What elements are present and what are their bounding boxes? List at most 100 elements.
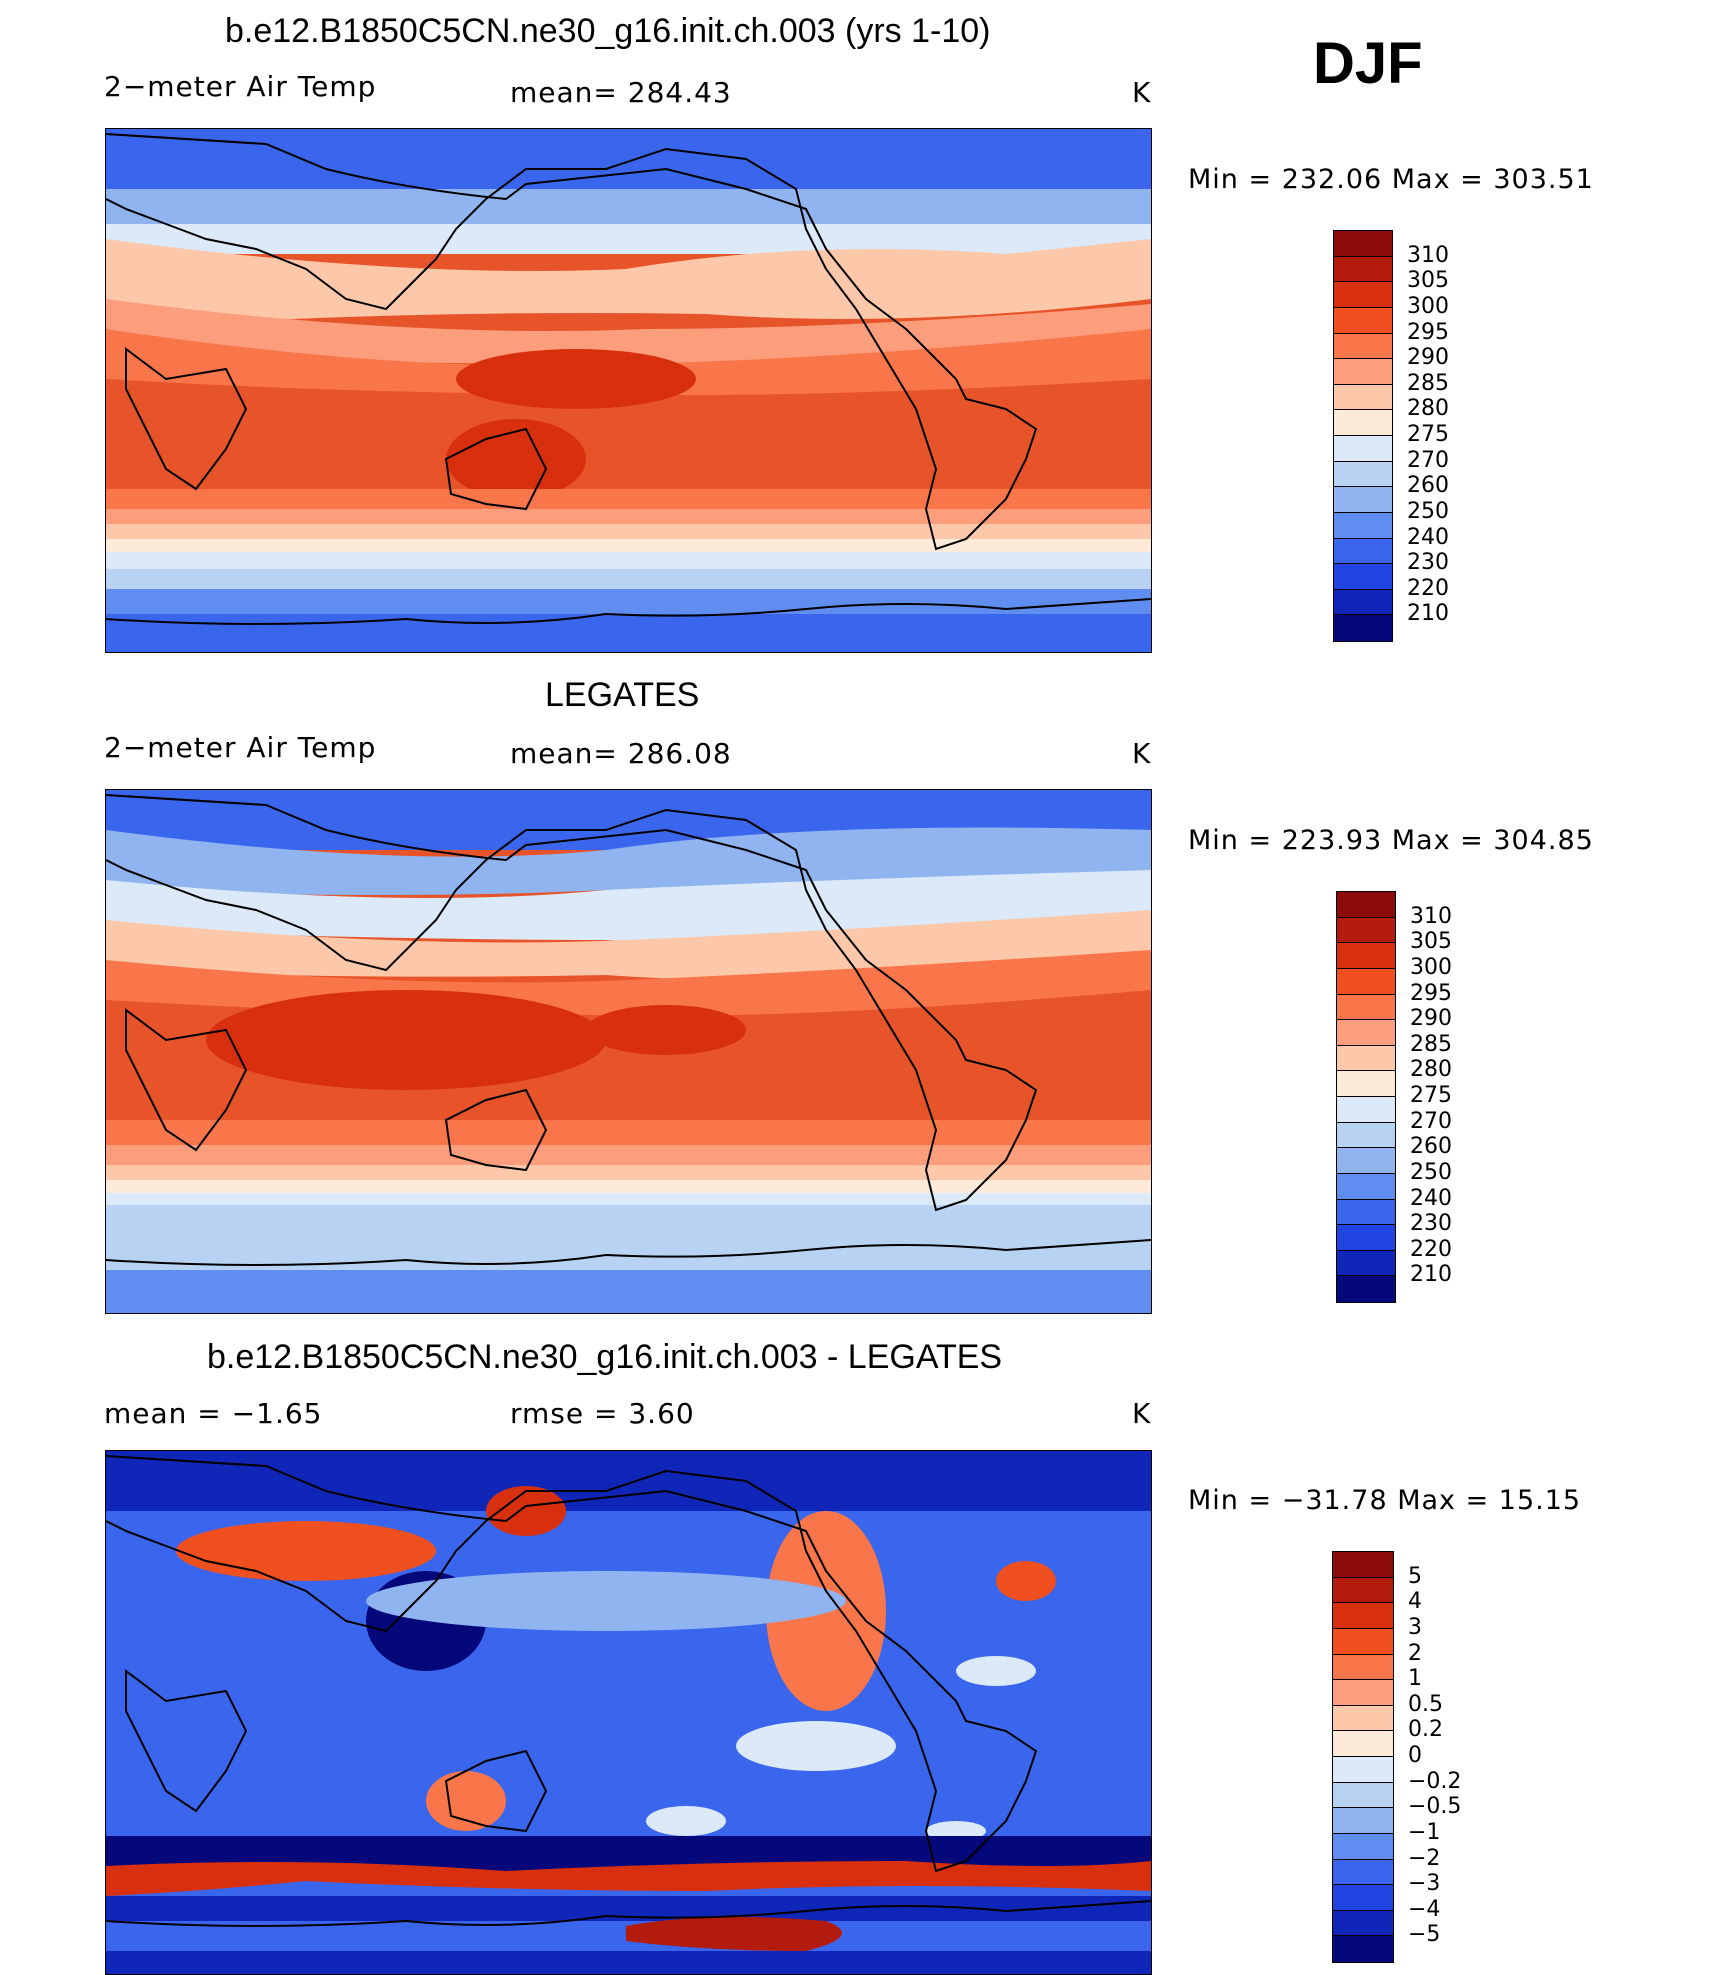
- colorbar-tick-label: 230: [1410, 1211, 1452, 1237]
- panel-3-colorbar: [1332, 1551, 1394, 1963]
- temperature-field-map: [106, 790, 1151, 1313]
- panel-1-colorbar: [1333, 230, 1393, 642]
- colorbar-swatch: [1333, 1757, 1393, 1783]
- colorbar-swatch: [1334, 436, 1392, 462]
- colorbar-tick-label: −3: [1408, 1871, 1441, 1897]
- colorbar-swatch: [1337, 892, 1395, 918]
- colorbar-tick-label: 285: [1407, 370, 1449, 396]
- colorbar-swatch: [1333, 1859, 1393, 1886]
- colorbar-swatch: [1333, 1936, 1393, 1962]
- colorbar-tick-label: 305: [1410, 929, 1452, 955]
- colorbar-tick-label: 240: [1407, 524, 1449, 550]
- panel-2-units: K: [1132, 737, 1152, 770]
- colorbar-swatch: [1334, 615, 1392, 641]
- panel-2-minmax: Min = 223.93 Max = 304.85: [1188, 825, 1594, 856]
- colorbar-tick-label: 3: [1408, 1614, 1422, 1640]
- panel-2-variable-label: 2−meter Air Temp: [104, 731, 377, 764]
- colorbar-swatch: [1333, 1603, 1393, 1629]
- colorbar-swatch: [1333, 1808, 1393, 1834]
- colorbar-tick-label: 275: [1407, 422, 1449, 447]
- colorbar-tick-label: 280: [1407, 396, 1449, 422]
- colorbar-swatch: [1337, 1276, 1395, 1302]
- colorbar-swatch: [1333, 1885, 1393, 1911]
- colorbar-tick-label: 2: [1408, 1640, 1422, 1666]
- colorbar-tick-label: 300: [1407, 293, 1449, 319]
- colorbar-swatch: [1337, 917, 1395, 944]
- colorbar-swatch: [1333, 1910, 1393, 1937]
- colorbar-tick-label: 295: [1407, 319, 1449, 345]
- panel-2-colorbar: [1336, 891, 1396, 1303]
- colorbar-swatch: [1337, 968, 1395, 995]
- colorbar-swatch: [1334, 589, 1392, 616]
- colorbar-swatch: [1337, 1148, 1395, 1174]
- colorbar-swatch: [1333, 1833, 1393, 1860]
- colorbar-swatch: [1337, 1071, 1395, 1097]
- colorbar-tick-label: 0.2: [1408, 1717, 1443, 1743]
- colorbar-tick-label: 230: [1407, 550, 1449, 576]
- colorbar-swatch: [1334, 410, 1392, 436]
- colorbar-swatch: [1333, 1654, 1393, 1681]
- colorbar-tick-label: 270: [1407, 447, 1449, 473]
- colorbar-swatch: [1333, 1782, 1393, 1809]
- colorbar-swatch: [1337, 1199, 1395, 1226]
- colorbar-tick-label: 290: [1407, 345, 1449, 371]
- colorbar-tick-label: 0.5: [1408, 1691, 1443, 1717]
- colorbar-swatch: [1333, 1705, 1393, 1732]
- panel-2-mean-label: mean= 286.08: [510, 737, 732, 770]
- colorbar-swatch: [1337, 1225, 1395, 1251]
- colorbar-tick-label: 210: [1410, 1262, 1452, 1288]
- panel-1-units: K: [1132, 76, 1152, 109]
- panel-1-title: b.e12.B1850C5CN.ne30_g16.init.ch.003 (yr…: [225, 12, 991, 50]
- panel-1-minmax: Min = 232.06 Max = 303.51: [1188, 164, 1594, 195]
- colorbar-tick-label: 310: [1410, 903, 1452, 929]
- colorbar-tick-label: −0.2: [1408, 1768, 1462, 1794]
- colorbar-swatch: [1334, 384, 1392, 411]
- colorbar-swatch: [1337, 1097, 1395, 1123]
- colorbar-swatch: [1334, 564, 1392, 590]
- colorbar-tick-label: 0: [1408, 1743, 1422, 1768]
- colorbar-tick-label: 250: [1410, 1159, 1452, 1185]
- colorbar-tick-label: 4: [1408, 1589, 1422, 1615]
- colorbar-tick-label: 295: [1410, 980, 1452, 1006]
- colorbar-tick-label: 1: [1408, 1666, 1422, 1692]
- colorbar-tick-label: 260: [1407, 473, 1449, 499]
- colorbar-tick-label: 220: [1410, 1236, 1452, 1262]
- colorbar-swatch: [1333, 1731, 1393, 1757]
- colorbar-swatch: [1337, 1020, 1395, 1046]
- colorbar-tick-label: −4: [1408, 1896, 1441, 1922]
- colorbar-tick-label: 275: [1410, 1083, 1452, 1108]
- difference-field-map: [106, 1451, 1151, 1974]
- colorbar-swatch: [1337, 1122, 1395, 1149]
- colorbar-tick-label: 300: [1410, 954, 1452, 980]
- panel-1-map: [105, 128, 1152, 653]
- colorbar-tick-label: 270: [1410, 1108, 1452, 1134]
- colorbar-swatch: [1334, 231, 1392, 257]
- colorbar-swatch: [1333, 1680, 1393, 1706]
- colorbar-tick-label: 250: [1407, 498, 1449, 524]
- colorbar-swatch: [1337, 994, 1395, 1021]
- colorbar-swatch: [1334, 512, 1392, 539]
- panel-3-minmax: Min = −31.78 Max = 15.15: [1188, 1485, 1582, 1516]
- colorbar-swatch: [1337, 943, 1395, 969]
- panel-2-map: [105, 789, 1152, 1314]
- panel-3-title: b.e12.B1850C5CN.ne30_g16.init.ch.003 - L…: [207, 1338, 1003, 1376]
- panel-3-units: K: [1132, 1397, 1152, 1430]
- colorbar-swatch: [1337, 1045, 1395, 1072]
- colorbar-swatch: [1334, 333, 1392, 360]
- colorbar-tick-label: 260: [1410, 1134, 1452, 1160]
- colorbar-swatch: [1334, 359, 1392, 385]
- colorbar-swatch: [1333, 1577, 1393, 1604]
- colorbar-swatch: [1333, 1628, 1393, 1655]
- colorbar-swatch: [1334, 307, 1392, 334]
- colorbar-swatch: [1334, 461, 1392, 488]
- panel-2-title: LEGATES: [545, 676, 700, 714]
- colorbar-tick-label: 305: [1407, 268, 1449, 294]
- colorbar-tick-label: −0.5: [1408, 1794, 1462, 1820]
- colorbar-tick-label: 285: [1410, 1031, 1452, 1057]
- colorbar-tick-label: 220: [1407, 575, 1449, 601]
- colorbar-swatch: [1334, 538, 1392, 565]
- colorbar-tick-label: 240: [1410, 1185, 1452, 1211]
- colorbar-tick-label: 210: [1407, 601, 1449, 627]
- temperature-field-map: [106, 129, 1151, 652]
- colorbar-tick-label: −1: [1408, 1819, 1441, 1845]
